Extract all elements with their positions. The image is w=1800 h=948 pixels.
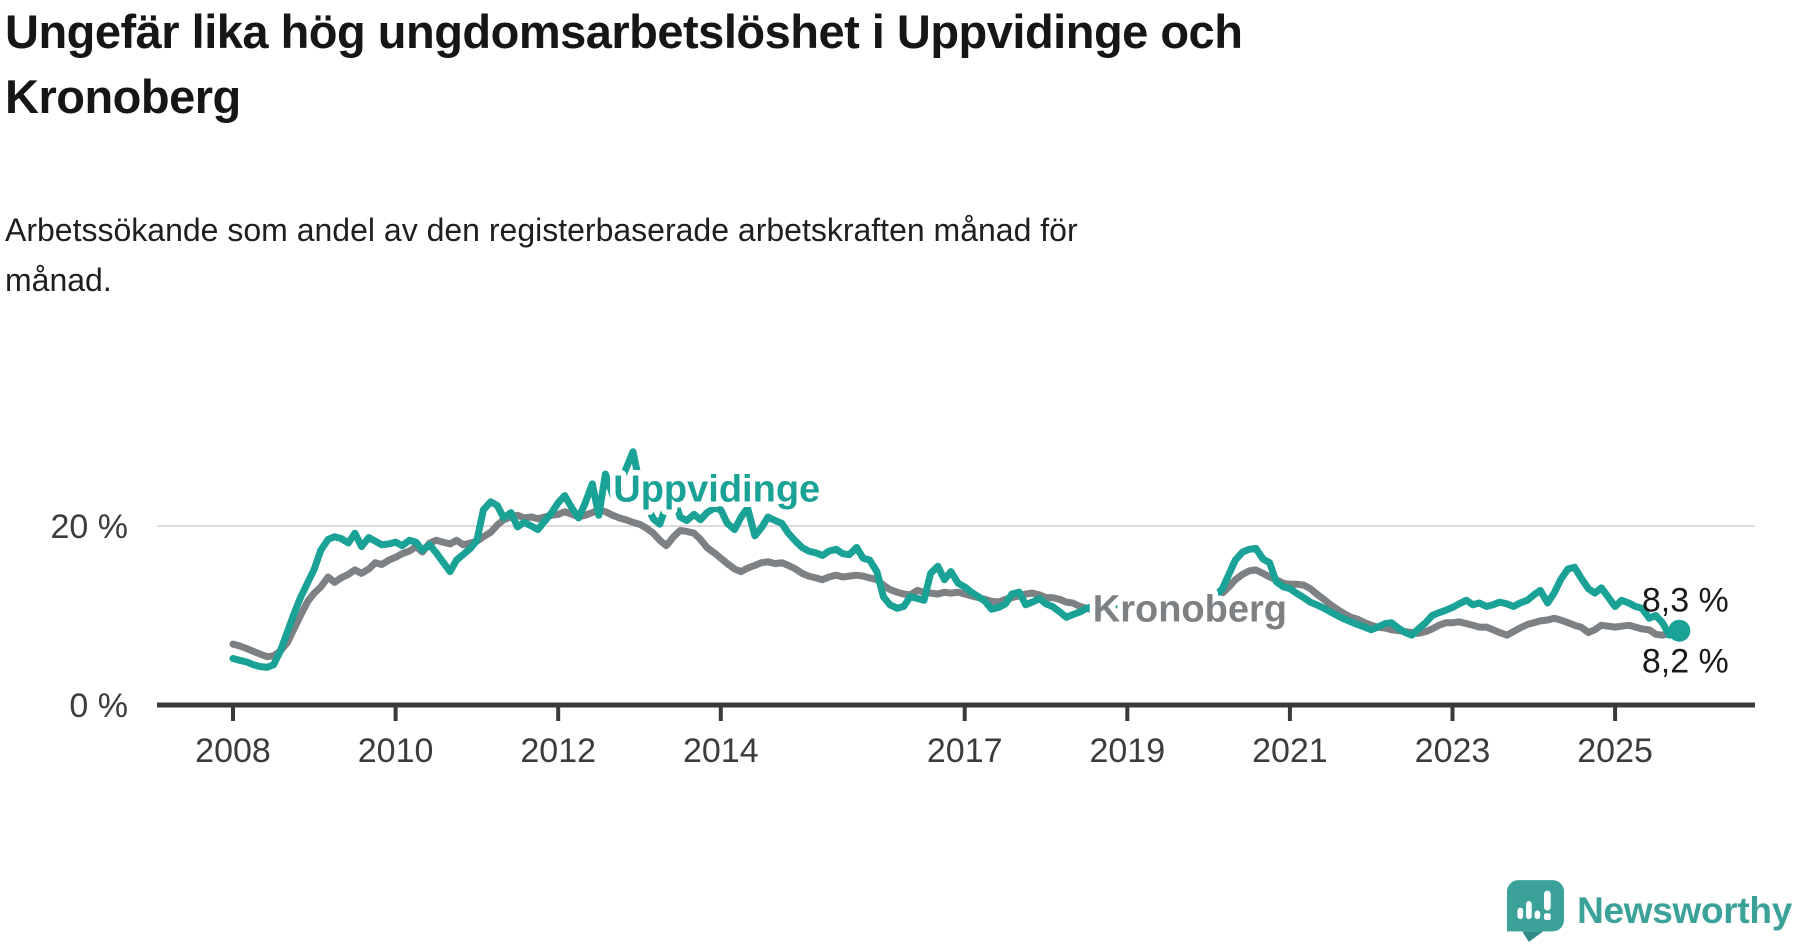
chart-subtitle: Arbetssökande som andel av den registerb… (5, 212, 1078, 298)
end-value-label-uppvidinge: 8,3 % (1642, 582, 1729, 620)
x-axis-tick-label: 2019 (1089, 732, 1165, 770)
x-axis-tick-label: 2017 (927, 732, 1003, 770)
end-value-label-kronoberg: 8,2 % (1642, 643, 1729, 681)
x-axis-tick-label: 2008 (195, 732, 271, 770)
y-axis-tick-label: 20 % (51, 508, 129, 546)
newsworthy-logo: Newsworthy (1507, 880, 1792, 942)
newsworthy-logo-icon (1507, 880, 1565, 942)
newsworthy-logo-text: Newsworthy (1577, 890, 1792, 931)
x-axis-tick-label: 2012 (520, 732, 596, 770)
series-endpoint-dot-uppvidinge (1668, 619, 1691, 642)
x-axis-tick-label: 2010 (358, 732, 434, 770)
x-axis-tick-label: 2023 (1415, 732, 1491, 770)
series-line-uppvidinge (229, 448, 1683, 671)
page-title: Ungefär lika hög ungdomsarbetslöshet i U… (5, 5, 1243, 123)
series-label-uppvidinge: Uppvidinge (613, 468, 820, 510)
x-axis-tick-label: 2025 (1577, 732, 1653, 770)
series-label-kronoberg: Kronoberg (1093, 588, 1287, 630)
y-axis-tick-label: 0 % (69, 687, 128, 725)
x-axis-tick-label: 2021 (1252, 732, 1328, 770)
x-axis-tick-label: 2014 (683, 732, 759, 770)
